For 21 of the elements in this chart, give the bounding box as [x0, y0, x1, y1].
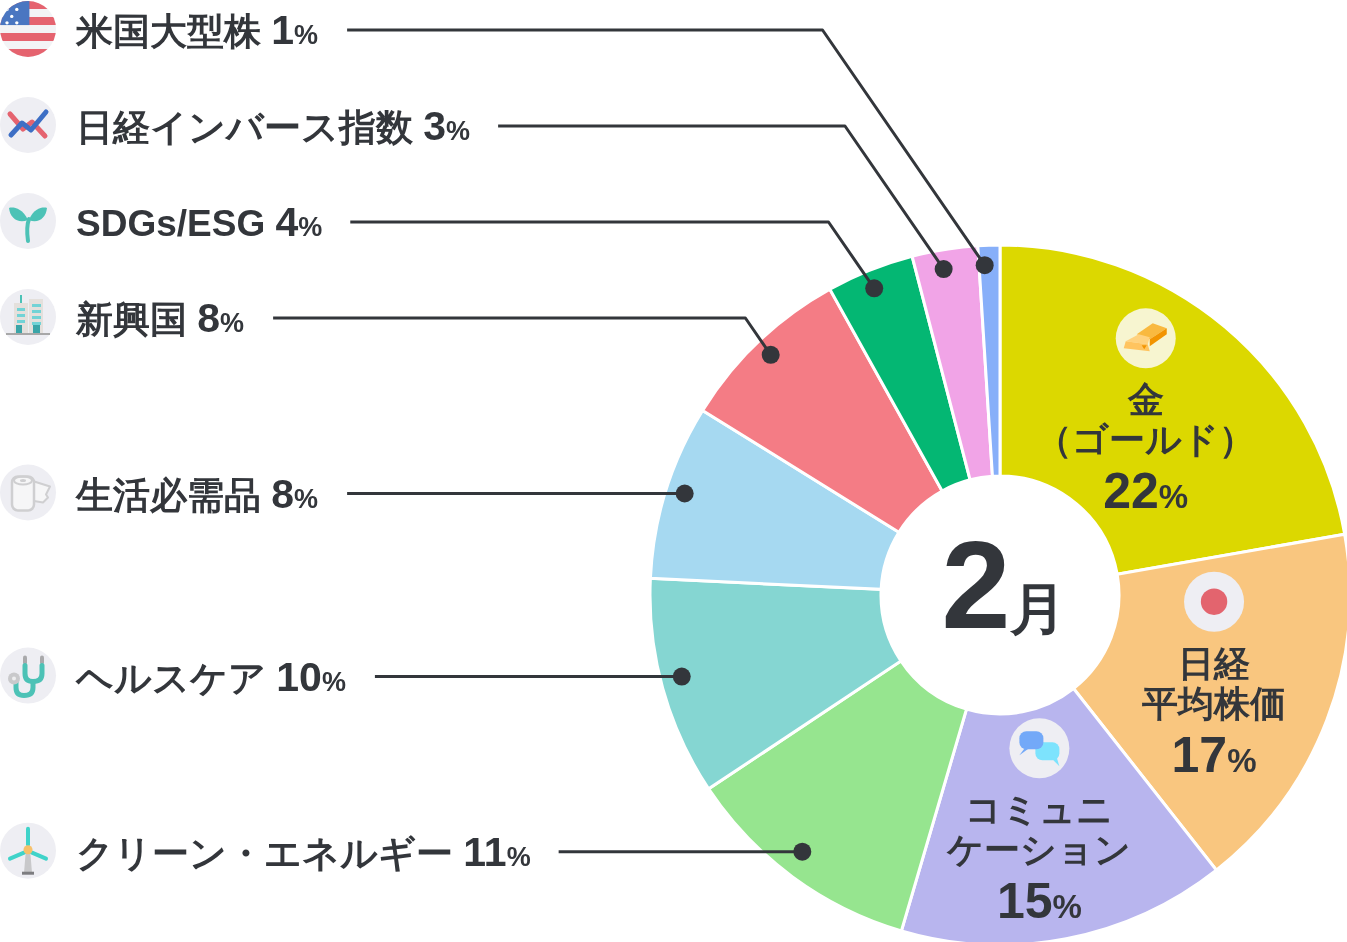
data-label: 15%: [996, 873, 1082, 930]
data-label: 3%: [423, 103, 471, 149]
slice-label: 日経インバース指数: [76, 107, 424, 148]
slice-label: 新興国: [75, 299, 198, 340]
slice-label: ヘルスケア: [75, 657, 277, 699]
data-label: 1%: [271, 7, 319, 53]
slice-label: 金（ゴールド）: [1036, 379, 1256, 461]
data-label: 11%: [463, 828, 531, 875]
slice-label: コミュニケーション: [946, 789, 1132, 871]
text: 2月: [941, 516, 1067, 654]
data-label: 10%: [276, 653, 346, 700]
data-label: 17%: [1171, 726, 1257, 783]
data-label: 8%: [271, 470, 319, 517]
slice-label: 米国大型株: [75, 11, 272, 52]
slice-label: 生活必需品: [75, 474, 272, 516]
data-label: 8%: [197, 295, 245, 341]
slice-label: クリーン・エネルギー: [76, 832, 464, 874]
data-label: 22%: [1103, 463, 1189, 520]
data-label: 4%: [275, 199, 323, 245]
slice-label: SDGs/ESG: [76, 203, 276, 244]
slice-label: 日経平均株価: [1142, 642, 1287, 724]
